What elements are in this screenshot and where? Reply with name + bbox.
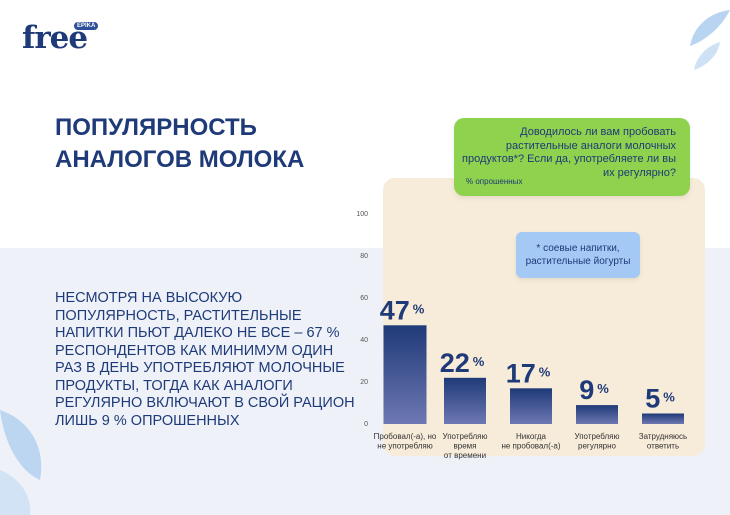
x-tick-label: не употребляю xyxy=(377,442,432,451)
logo-tag: EPIKA xyxy=(74,22,99,30)
y-tick-label: 100 xyxy=(356,211,368,218)
x-tick-label: Затрудняюсь xyxy=(639,432,687,441)
page-title: ПОПУЛЯРНОСТЬ АНАЛОГОВ МОЛОКА xyxy=(55,114,305,173)
bar xyxy=(444,377,486,424)
x-tick-label: не пробовал(-а) xyxy=(501,442,560,451)
data-label: 9% xyxy=(579,375,609,405)
x-tick-label: Никогда xyxy=(516,432,547,441)
unit-label: % опрошенных xyxy=(466,177,523,186)
bar xyxy=(383,325,427,424)
y-tick-label: 20 xyxy=(360,379,368,386)
data-label: 22% xyxy=(440,348,485,378)
question-text: Доводилось ли вам пробовать растительные… xyxy=(462,126,676,179)
data-label: 5% xyxy=(645,384,675,414)
leaf-decoration-top-right xyxy=(690,10,730,70)
y-tick-label: 80 xyxy=(360,253,368,260)
x-tick-label: Употребляю xyxy=(574,432,619,441)
bar xyxy=(510,388,552,424)
x-tick-label: регулярно xyxy=(578,442,617,451)
x-tick-label: ответить xyxy=(647,442,679,451)
y-tick-label: 60 xyxy=(360,295,368,302)
footnote-callout: * соевые напитки, растительные йогурты xyxy=(516,232,640,278)
data-label: 17% xyxy=(506,358,551,388)
leaf-decoration-bottom-left xyxy=(0,410,42,515)
y-tick-label: 40 xyxy=(360,337,368,344)
x-tick-label: время xyxy=(454,442,477,451)
bar xyxy=(642,413,684,424)
summary-text: НЕСМОТРЯ НА ВЫСОКУЮ ПОПУЛЯРНОСТЬ, РАСТИТ… xyxy=(55,290,355,429)
brand-logo: free EPIKA xyxy=(22,20,118,60)
data-label: 47% xyxy=(380,295,425,325)
x-tick-label: от времени xyxy=(444,451,486,460)
bar xyxy=(576,405,618,424)
y-tick-label: 0 xyxy=(364,421,368,428)
x-tick-label: Употребляю xyxy=(442,432,487,441)
x-tick-label: Пробовал(-а), но xyxy=(374,432,437,441)
question-callout: Доводилось ли вам пробовать растительные… xyxy=(454,118,690,196)
